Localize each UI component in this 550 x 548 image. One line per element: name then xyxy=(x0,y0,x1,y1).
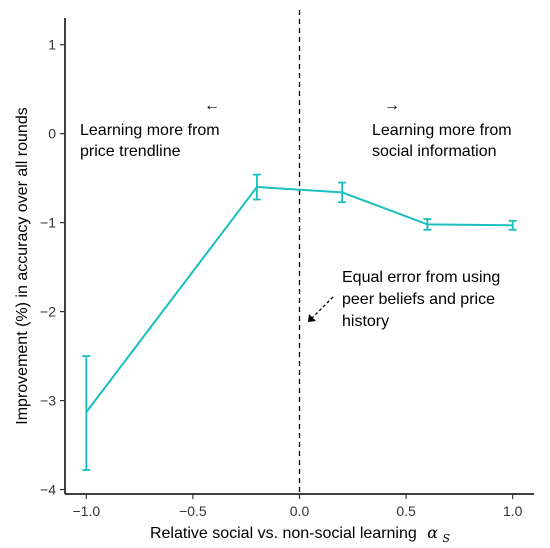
equal-annotation-arrow xyxy=(311,296,334,319)
y-tick-label: 1 xyxy=(48,37,56,53)
x-tick-label: 0.5 xyxy=(396,503,416,519)
equal-annotation-arrowhead xyxy=(308,314,316,322)
equal-annotation-line-1: Equal error from using xyxy=(342,269,500,286)
x-tick-label: −0.5 xyxy=(179,503,207,519)
x-tick-label: 0.0 xyxy=(290,503,310,519)
equal-annotation-line-3: history xyxy=(342,313,389,330)
axes xyxy=(60,18,534,499)
y-tick-label: −2 xyxy=(40,304,56,320)
right-annotation-line-2: social information xyxy=(372,143,497,160)
series-line xyxy=(85,186,513,413)
left-arrow: ← xyxy=(204,97,220,114)
y-tick-label: −4 xyxy=(40,482,56,498)
tick-labels: 1 0 −1 −2 −3 −4 −1.0 −0.5 0.0 0.5 1.0 xyxy=(40,37,523,519)
series-lines xyxy=(85,186,513,413)
equal-annotation-line-2: peer beliefs and price xyxy=(342,291,495,308)
left-annotation-line-2: price trendline xyxy=(80,143,181,160)
x-axis-label-subscript: S xyxy=(442,532,450,545)
annotations: ← → Learning more from price trendline L… xyxy=(80,97,512,330)
x-tick-label: −1.0 xyxy=(72,503,100,519)
x-axis-label-symbol: α xyxy=(427,523,438,542)
right-arrow: → xyxy=(384,97,400,114)
x-tick-label: 1.0 xyxy=(503,503,523,519)
y-tick-label: 0 xyxy=(48,126,56,142)
right-annotation-line-1: Learning more from xyxy=(372,122,512,139)
x-axis-label: Relative social vs. non-social learning … xyxy=(150,523,451,545)
x-axis-label-text: Relative social vs. non-social learning xyxy=(150,525,417,542)
axis-titles: Improvement (%) in accuracy over all rou… xyxy=(14,107,450,545)
y-tick-label: −1 xyxy=(40,215,56,231)
left-annotation-line-1: Learning more from xyxy=(80,122,220,139)
y-axis-label: Improvement (%) in accuracy over all rou… xyxy=(14,107,31,424)
y-tick-label: −3 xyxy=(40,393,56,409)
